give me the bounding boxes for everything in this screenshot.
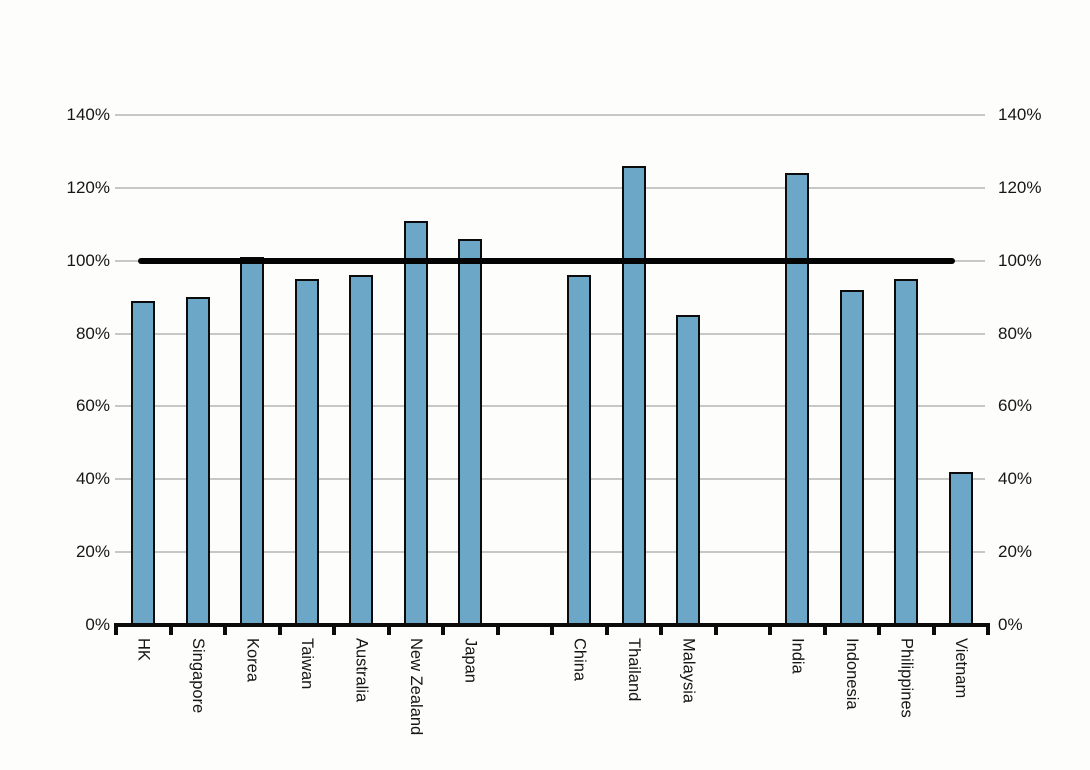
- x-category-label-india: India: [788, 638, 807, 674]
- bar-india: [785, 173, 810, 625]
- x-category-label-indonesia: Indonesia: [842, 638, 861, 710]
- y-tick-label-left-0: 0%: [85, 615, 110, 634]
- x-category-label-philippines: Philippines: [897, 638, 916, 718]
- bar-singapore: [185, 297, 210, 625]
- y-tick-label-left-120: 120%: [66, 177, 110, 197]
- gridline-60: [115, 405, 985, 408]
- x-category-label-australia: Australia: [352, 638, 371, 703]
- bar-china: [567, 275, 592, 625]
- x-axis-tick: [713, 625, 718, 635]
- x-axis-tick: [877, 625, 881, 635]
- x-category-label-japan: Japan: [461, 638, 480, 683]
- gridline-120: [115, 186, 985, 189]
- y-tick-label-right-40: 40%: [998, 469, 1033, 489]
- bar-philippines: [894, 278, 919, 625]
- gridline-20: [115, 551, 985, 554]
- x-axis-tick: [277, 625, 282, 635]
- y-tick-label-left-80: 80%: [75, 323, 110, 343]
- y-tick-label-right-120: 120%: [998, 177, 1042, 197]
- bar-thailand: [621, 166, 646, 625]
- x-axis-tick: [822, 625, 827, 635]
- y-tick-label-right-20: 20%: [998, 542, 1033, 562]
- y-tick-label-left-100: 100%: [66, 250, 110, 270]
- x-axis-tick: [332, 625, 336, 635]
- x-axis-tick: [550, 625, 554, 635]
- x-category-label-new-zealand: New Zealand: [406, 638, 425, 736]
- bar-new-zealand: [403, 220, 428, 625]
- x-axis-tick: [114, 625, 118, 635]
- bar-malaysia: [676, 315, 701, 625]
- x-category-label-taiwan: Taiwan: [297, 638, 316, 690]
- x-category-label-korea: Korea: [243, 638, 262, 683]
- y-tick-label-left-40: 40%: [75, 469, 110, 489]
- bar-taiwan: [294, 278, 319, 625]
- bar-hk: [131, 300, 156, 625]
- y-tick-label-left-60: 60%: [75, 396, 110, 416]
- y-tick-label-left-140: 140%: [66, 105, 110, 124]
- x-axis-tick: [223, 625, 227, 635]
- x-axis-tick: [386, 625, 391, 635]
- bar-japan: [458, 238, 483, 625]
- bar-vietnam: [948, 472, 973, 625]
- x-category-label-singapore: Singapore: [188, 638, 207, 714]
- gridline-80: [115, 332, 985, 335]
- gridline-140: [115, 114, 985, 116]
- x-axis-tick: [768, 625, 772, 635]
- x-axis-tick: [659, 625, 663, 635]
- x-category-label-hk: HK: [134, 638, 153, 661]
- y-tick-label-right-140: 140%: [998, 105, 1042, 124]
- y-tick-label-right-100: 100%: [998, 250, 1042, 270]
- gridline-40: [115, 478, 985, 481]
- bar-australia: [349, 275, 374, 625]
- x-axis-tick: [441, 625, 445, 635]
- x-axis-tick: [168, 625, 173, 635]
- y-tick-label-right-0: 0%: [998, 615, 1023, 634]
- x-axis-tick: [931, 625, 936, 635]
- x-axis-tick: [986, 625, 990, 635]
- x-category-label-thailand: Thailand: [624, 638, 643, 702]
- y-tick-label-right-80: 80%: [998, 323, 1033, 343]
- y-tick-label-left-20: 20%: [75, 542, 110, 562]
- x-category-label-malaysia: Malaysia: [679, 638, 698, 704]
- x-category-label-china: China: [570, 638, 589, 682]
- bar-indonesia: [839, 289, 864, 625]
- y-tick-label-right-60: 60%: [998, 396, 1033, 416]
- bar-korea: [240, 257, 265, 625]
- reference-line-100pct: [138, 257, 955, 264]
- x-category-label-vietnam: Vietnam: [951, 638, 970, 699]
- x-axis-tick: [604, 625, 609, 635]
- x-axis-tick: [495, 625, 500, 635]
